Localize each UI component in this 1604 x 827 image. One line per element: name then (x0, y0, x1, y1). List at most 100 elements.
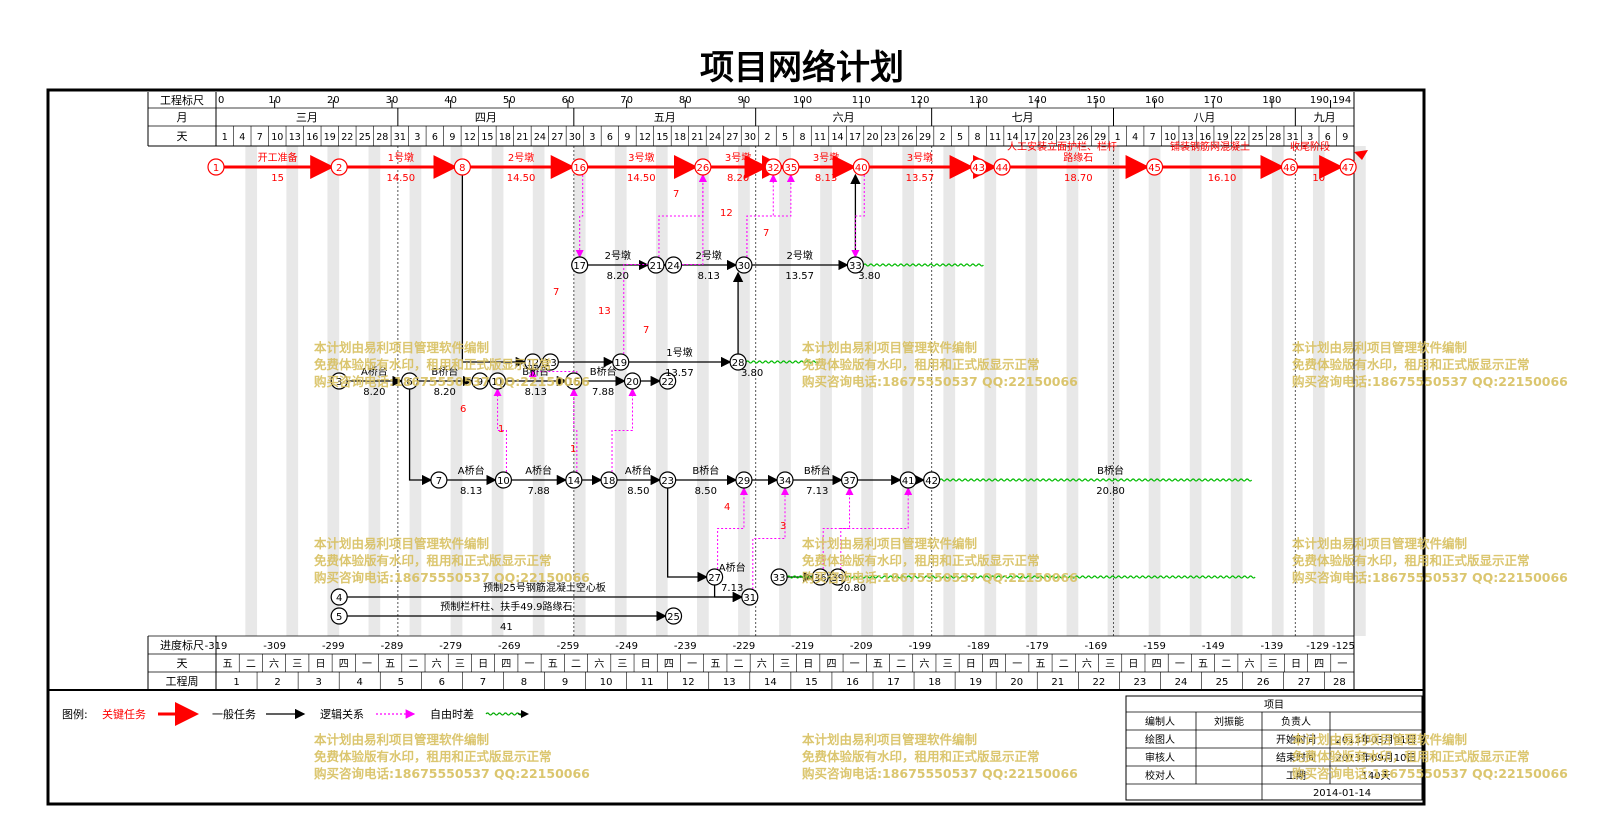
node-circle (899, 471, 917, 489)
weekday-label: 四 (1152, 659, 1162, 670)
node-number: 10 (497, 476, 510, 487)
task-duration: 8.50 (695, 486, 717, 497)
task-name: 2号墩 (696, 249, 722, 262)
node-circle (488, 372, 507, 390)
task-name-overflow: 收尾阶段 (1290, 140, 1330, 153)
task-name: A桥台 (458, 464, 485, 477)
day-label: 3 (1307, 132, 1313, 143)
node-circle (664, 256, 683, 274)
watermark-line1: 本计划由易利项目管理软件编制 (802, 340, 977, 355)
info-drawer-label: 绘图人 (1145, 733, 1175, 746)
weekday-label: 日 (641, 659, 651, 670)
weekend-band (1230, 146, 1243, 636)
week-label: 4 (357, 677, 363, 688)
node-circle (565, 471, 583, 489)
weekend-band (409, 146, 422, 636)
node-circle (659, 372, 677, 390)
weekday-label: 三 (943, 659, 953, 670)
week-label: 28 (1333, 677, 1346, 688)
watermark-line3: 购买咨询电话:18675550537 QQ:22150066 (314, 766, 590, 781)
weekday-label: 二 (571, 659, 581, 670)
info-duration: 140天 (1361, 771, 1390, 782)
day-label: 23 (884, 132, 896, 143)
watermark-line3: 购买咨询电话:18675550537 QQ:22150066 (802, 766, 1078, 781)
day-label: 13 (1182, 132, 1194, 143)
node-number: 29 (738, 476, 751, 487)
node-number: 25 (667, 612, 680, 623)
weekday-label: 日 (803, 659, 813, 670)
node-circle (494, 471, 513, 489)
watermark-line2: 免费体验版有水印，租用和正式版显示正常 (802, 749, 1040, 764)
weekend-band (984, 146, 997, 636)
weekday-label: 一 (850, 659, 860, 670)
watermark-line2: 免费体验版有水印，租用和正式版显示正常 (314, 357, 552, 372)
day-label: 17 (1024, 132, 1036, 143)
weekday-label: 三 (292, 659, 302, 670)
day-label: 29 (919, 132, 931, 143)
day-label: 7 (257, 132, 263, 143)
task-name: 2号墩 (508, 151, 534, 164)
day-label: 18 (499, 132, 511, 143)
float-value: 1 (498, 424, 504, 435)
task-arrow (667, 488, 708, 583)
node-number: 46 (1283, 163, 1296, 174)
node-circle (741, 588, 759, 606)
watermark-line2: 免费体验版有水印，租用和正式版显示正常 (802, 357, 1040, 372)
float-arrow (840, 487, 913, 569)
task-duration: 8.20 (363, 387, 385, 398)
node-number: 19 (614, 358, 627, 369)
node-circle (330, 588, 348, 606)
weekday-label: 三 (1105, 659, 1115, 670)
node-number: 9 (477, 377, 483, 388)
scale-tick-label: 180 (1262, 95, 1281, 106)
week-label: 15 (805, 677, 818, 688)
weekday-label: 五 (873, 659, 883, 670)
weekend-band (1066, 146, 1079, 636)
scale-tick-label: 70 (620, 95, 633, 106)
info-date: 2014-01-14 (1313, 788, 1371, 799)
day-label: 30 (569, 132, 581, 143)
page-title: 项目网络计划 (700, 48, 904, 88)
weekday-label: 六 (594, 658, 604, 670)
watermark-line1: 本计划由易利项目管理软件编制 (314, 732, 489, 747)
progress-tick-label: -179 (1026, 641, 1049, 652)
week-label: 17 (887, 677, 900, 688)
float-value: 7 (763, 228, 769, 239)
progress-tick-label: -269 (498, 641, 521, 652)
day-label: 6 (1325, 132, 1331, 143)
watermark-line1: 本计划由易利项目管理软件编制 (314, 340, 489, 355)
day-label: 6 (607, 132, 613, 143)
node-number: 40 (855, 163, 868, 174)
task-duration: 8.13 (460, 486, 482, 497)
weekend-band (861, 146, 873, 636)
task-name: A桥台 (525, 464, 552, 477)
weekday-label: 六 (432, 658, 442, 670)
task-duration: 13.57 (665, 368, 694, 379)
row-label-scale: 工程标尺 (160, 93, 204, 107)
task-duration: 20.80 (1096, 486, 1125, 497)
task-duration: 7.13 (806, 486, 828, 497)
weekday-label: 二 (246, 659, 256, 670)
node-number: 23 (661, 476, 674, 487)
progress-tick-label: -209 (850, 641, 873, 652)
node-number: 3 (336, 377, 342, 388)
row-label-day: 天 (177, 657, 188, 670)
progress-tick-label: -229 (733, 641, 756, 652)
end-flag (1354, 150, 1368, 160)
row-label-progress: 进度标尺 (160, 638, 204, 652)
float-value: 7 (673, 189, 679, 200)
scale-tick-label: 80 (679, 95, 692, 106)
weekday-label: 四 (826, 659, 836, 670)
node-number: 26 (697, 163, 710, 174)
float-arrow (611, 388, 637, 472)
weekday-label: 一 (687, 659, 697, 670)
weekday-label: 日 (478, 659, 488, 670)
task-name: 1号墩 (388, 151, 414, 164)
node-circle (811, 568, 829, 586)
task-duration: 14.50 (507, 173, 536, 184)
info-owner-label: 负责人 (1281, 715, 1311, 728)
node-number: 33 (773, 573, 786, 584)
task-duration: 3.80 (741, 368, 763, 379)
day-label: 30 (744, 132, 756, 143)
